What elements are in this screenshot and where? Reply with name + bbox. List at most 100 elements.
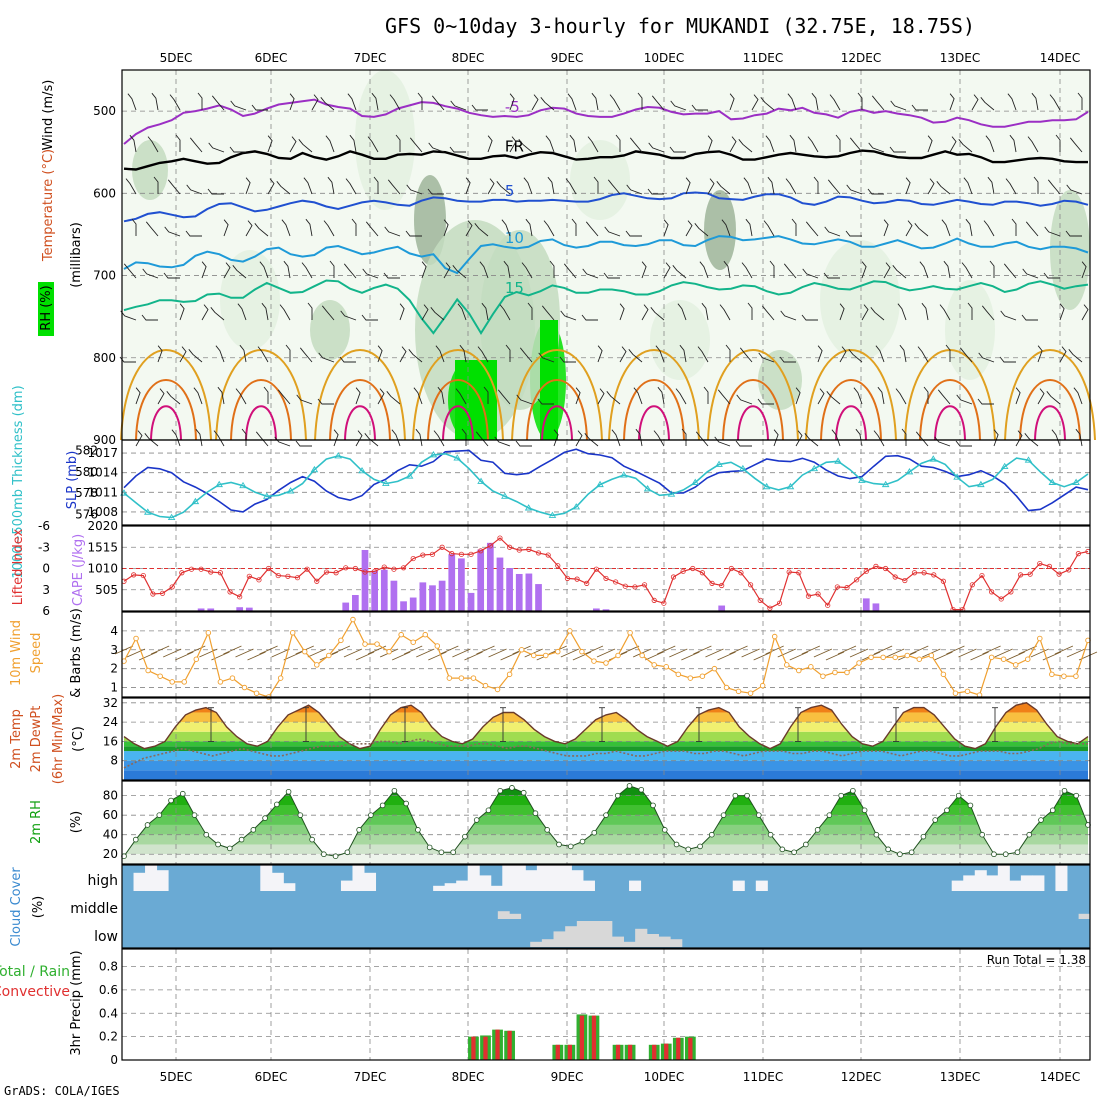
wind-barb — [619, 346, 627, 363]
isotherm-label: -5 — [505, 98, 520, 116]
wind-barb — [817, 345, 823, 363]
wind-speed-marker — [181, 679, 187, 685]
lifted-index-marker — [227, 589, 233, 595]
surface-wind-barb — [331, 645, 351, 655]
wind-barb — [651, 95, 665, 111]
wind-barb — [421, 304, 429, 321]
wind-barb — [707, 178, 715, 195]
isotherm-30-arch — [442, 405, 474, 441]
precip-tick: 0.8 — [99, 960, 118, 974]
rh-marker — [897, 851, 903, 858]
wind-speed-marker — [952, 690, 959, 696]
wind-barb — [875, 345, 885, 363]
thickness-marker — [405, 472, 414, 479]
wind-barb — [327, 176, 335, 195]
panel-frame — [121, 948, 1091, 1061]
wind-speed-marker — [1037, 635, 1043, 642]
surface-wind-barb — [669, 648, 688, 658]
wind-speed-marker — [446, 675, 453, 681]
wind-speed-marker — [518, 647, 525, 653]
rh-marker — [238, 836, 245, 843]
wind-barb — [365, 221, 379, 237]
wind-barb — [1059, 303, 1065, 321]
wind-barb — [739, 347, 753, 363]
wind-speed-marker — [1073, 673, 1079, 679]
wind-barb — [593, 176, 599, 194]
lifted-index-marker — [323, 569, 330, 575]
rh-marker — [473, 817, 480, 823]
wind-barb — [813, 176, 819, 194]
wind-barb — [1009, 134, 1017, 153]
cloud-high-bar — [755, 880, 768, 891]
wind-barb — [839, 303, 845, 321]
wind-barb — [845, 230, 862, 237]
wind-barb — [355, 430, 363, 447]
cape-bar — [872, 603, 880, 611]
wind-barb — [131, 218, 137, 236]
lifted-index-marker — [535, 550, 542, 556]
isotherm-20-arch — [412, 349, 504, 441]
isotherm-30-arch — [344, 405, 376, 441]
wind-barb — [179, 346, 187, 363]
wind-barb — [895, 388, 907, 405]
wind-barb — [901, 428, 907, 446]
lifted-index-marker — [613, 579, 619, 585]
wind-barb — [296, 394, 313, 405]
surface-wind-barb — [126, 648, 146, 658]
rh-marker — [179, 790, 186, 797]
wind-barb — [1024, 433, 1039, 447]
surface-wind-barb — [163, 648, 182, 658]
wind-barb — [164, 226, 181, 237]
wind-speed-marker — [711, 665, 718, 672]
rh-marker — [132, 836, 139, 843]
surface-wind-barb — [150, 645, 170, 655]
wind-barb — [383, 272, 400, 279]
wind-barb — [685, 177, 691, 195]
wind-speed-marker — [651, 662, 657, 668]
wind-barb — [307, 302, 313, 320]
wind-barb — [629, 137, 643, 153]
isotherm--5 — [123, 98, 1089, 145]
thickness-marker — [667, 490, 676, 497]
wind-barb — [958, 139, 973, 153]
precip-ylabel: 3hr Precip (mm) — [69, 950, 84, 1055]
wind-barb — [615, 134, 621, 152]
cloud-low-bar — [670, 939, 683, 947]
wind-speed-marker — [916, 656, 923, 662]
lifted-index-marker — [131, 572, 137, 578]
wind-barb — [795, 387, 801, 405]
rh-marker — [638, 786, 645, 793]
wind-barb — [223, 219, 229, 237]
wind-barb — [251, 104, 268, 111]
rh-marker — [803, 841, 809, 848]
surface-wind-barb — [717, 651, 736, 661]
wind-barb — [567, 93, 577, 111]
lifted-index-marker — [709, 580, 715, 586]
wind-barb — [861, 261, 867, 279]
surface-wind-barb — [620, 645, 640, 655]
lifted-index-tick: 3 — [42, 583, 50, 597]
wind-barb — [459, 344, 467, 363]
wind-barb — [1037, 388, 1045, 405]
rh-marker — [732, 792, 739, 799]
rh-marker — [626, 783, 633, 789]
surface-wind-barb — [343, 648, 363, 658]
lifted-index-marker — [410, 555, 416, 562]
day-label-bottom: 12DEC — [841, 1070, 881, 1084]
wind-speed-marker — [771, 633, 778, 640]
wind-barb — [435, 345, 445, 363]
surface-wind-barb — [223, 645, 242, 655]
rh-shading — [220, 250, 280, 350]
wind-barb — [349, 134, 357, 153]
wind-barb — [827, 179, 841, 195]
wind-speed-marker — [820, 673, 826, 679]
minmax-bar — [500, 707, 506, 742]
isotherm-label: FR — [505, 138, 524, 156]
surface-wind-barb — [1042, 651, 1062, 661]
wind-barb — [254, 223, 269, 237]
lifted-index-marker — [1017, 572, 1024, 578]
precip-convective-bar — [664, 1043, 669, 1060]
cape-bar — [477, 549, 485, 611]
wind-barb — [135, 387, 141, 405]
rh-marker — [485, 807, 492, 814]
